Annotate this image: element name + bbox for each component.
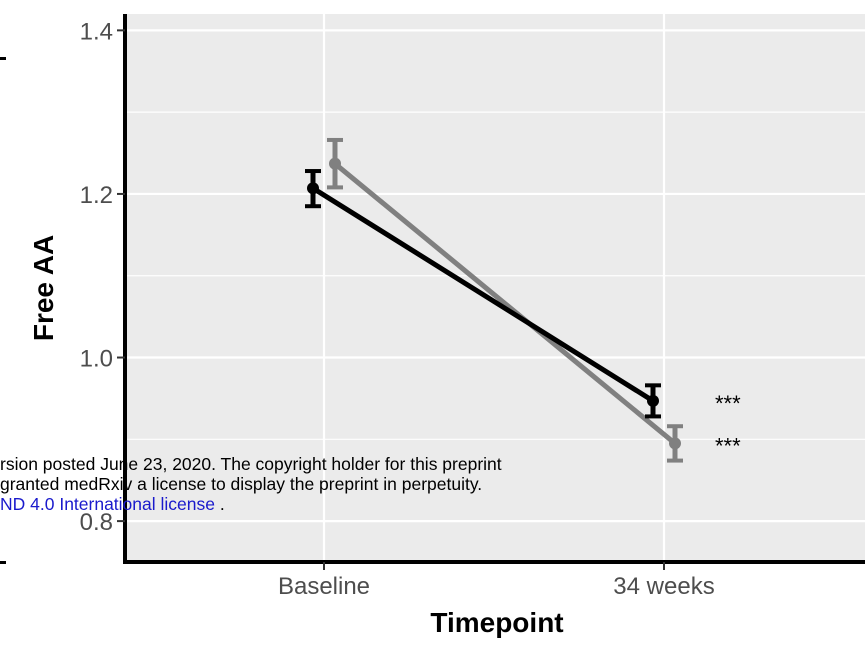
plot-panel bbox=[125, 14, 865, 562]
preprint-notice-line-1: rsion posted June 23, 2020. The copyrigh… bbox=[0, 454, 502, 474]
y-ticks: 0.8 1.0 1.2 1.4 bbox=[80, 18, 125, 536]
left-fragment-top bbox=[0, 57, 6, 60]
license-link[interactable]: ND 4.0 International license bbox=[0, 494, 215, 514]
series-layer bbox=[305, 137, 683, 463]
series-1-line bbox=[310, 185, 656, 404]
significance-marker: *** bbox=[715, 433, 741, 458]
y-tick-label: 1.4 bbox=[80, 18, 113, 45]
data-point bbox=[329, 157, 341, 170]
left-fragment-bottom bbox=[0, 561, 6, 564]
x-axis-title: Timepoint bbox=[430, 607, 563, 638]
y-axis-title: Free AA bbox=[28, 235, 59, 341]
preprint-notice-line-2: granted medRxiv a license to display the… bbox=[0, 474, 483, 494]
x-tick-label: Baseline bbox=[278, 573, 370, 600]
grid-lines bbox=[125, 14, 865, 562]
series-1 bbox=[305, 169, 661, 419]
y-tick-label: 1.2 bbox=[80, 182, 113, 209]
significance-marker: *** bbox=[715, 391, 741, 416]
series-2 bbox=[327, 137, 683, 463]
annotations: *** *** bbox=[715, 391, 741, 459]
data-point bbox=[669, 437, 681, 450]
series-2-line bbox=[332, 161, 678, 446]
y-tick-label: 0.8 bbox=[80, 509, 113, 536]
y-tick-label: 1.0 bbox=[80, 346, 113, 373]
x-ticks: Baseline 34 weeks bbox=[278, 562, 715, 600]
x-tick-label: 34 weeks bbox=[613, 573, 714, 600]
data-point bbox=[307, 182, 319, 195]
preprint-notice-tail: . bbox=[214, 494, 225, 514]
preprint-notice-line-3: ND 4.0 International license . bbox=[0, 494, 225, 514]
data-point bbox=[647, 394, 659, 407]
